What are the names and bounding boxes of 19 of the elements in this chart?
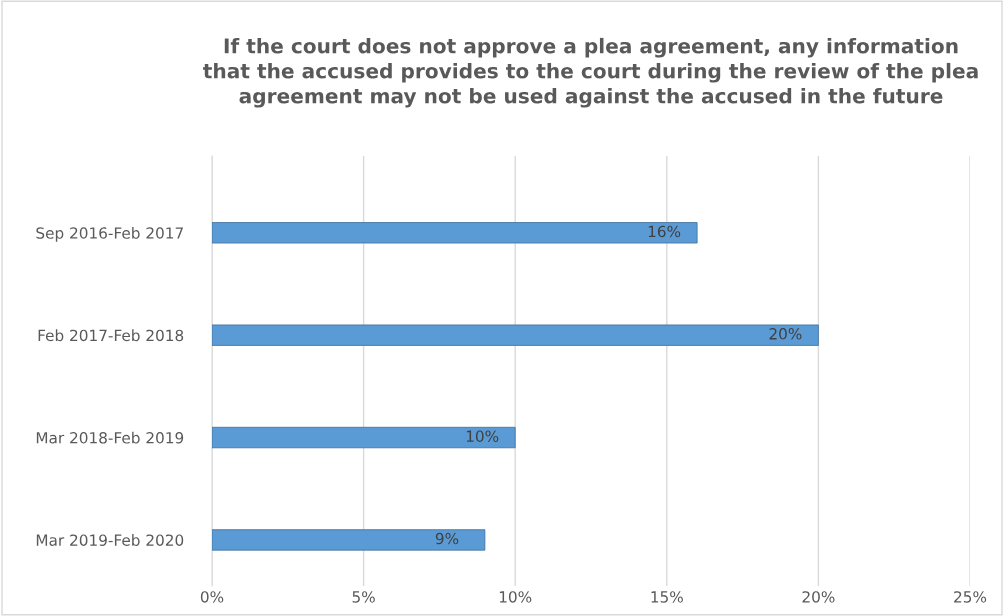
y-tick-label: Mar 2019-Feb 2020 [36,534,184,546]
x-tick-label: 10% [499,591,532,603]
data-label: 16% [648,225,681,238]
bar [212,426,516,449]
y-tick-label: Sep 2016-Feb 2017 [36,226,183,242]
y-tick-label: Mar 2018-Feb 2019 [36,431,184,444]
data-label: 9% [435,532,459,545]
bar [212,324,819,346]
x-tick-label: 25% [954,591,987,603]
chart-title: If the court does not approve a plea agreement, any information that the accused provides to the court during the review of the plea agreement may not be used against the accused in the future [203,37,978,108]
y-tick-label: Feb 2017-Feb 2018 [38,329,184,342]
data-label: 20% [769,328,802,340]
x-tick-label: 15% [651,591,683,603]
bar [212,222,698,244]
bar [212,529,486,551]
x-tick-label: 5% [352,591,375,603]
x-tick-label: 20% [802,591,835,603]
x-tick-label: 0% [200,591,224,603]
data-label: 10% [466,430,499,442]
